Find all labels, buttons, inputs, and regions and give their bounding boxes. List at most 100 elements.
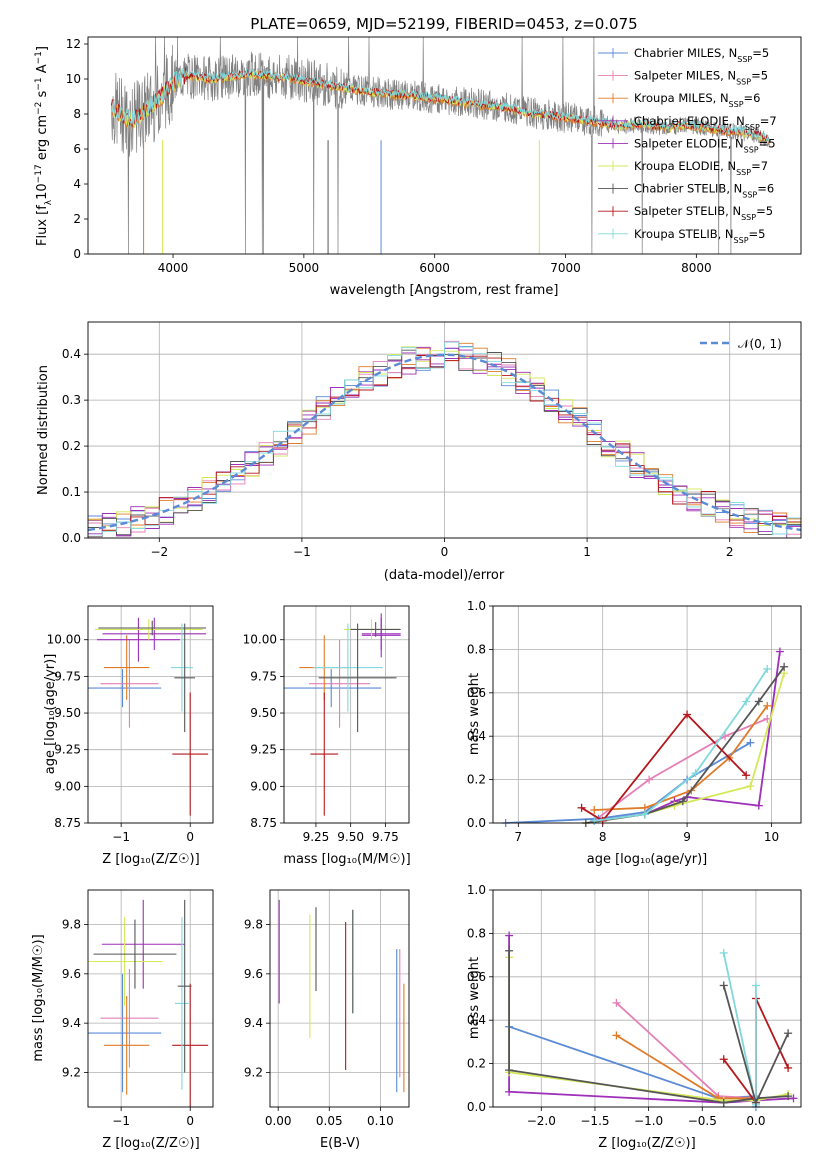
mass-weight-line bbox=[581, 713, 747, 822]
y-tick-label: 0.4 bbox=[467, 729, 486, 743]
y-tick-label: 2 bbox=[73, 212, 81, 226]
x-axis-label: mass [log₁₀(M/M☉)] bbox=[283, 852, 410, 867]
spectrum-data-line bbox=[111, 37, 770, 254]
y-tick-label: 9.8 bbox=[244, 918, 263, 932]
x-tick-label: 7 bbox=[514, 830, 522, 844]
y-tick-label: 9.4 bbox=[62, 1016, 81, 1030]
x-axis-label: (data-model)/error bbox=[384, 568, 505, 583]
legend-label-nssp: =5 bbox=[752, 46, 769, 60]
legend-label-name: Kroupa MILES, N bbox=[634, 91, 729, 105]
x-axis-label: Z [log₁₀(Z/Z☉)] bbox=[598, 1136, 695, 1151]
mass-weight-line bbox=[593, 717, 768, 822]
y-tick-label: 9.2 bbox=[244, 1065, 263, 1079]
legend-label-sub: SSP bbox=[741, 213, 756, 222]
mass-weight-line bbox=[615, 1002, 756, 1100]
y-tick-label: 0.0 bbox=[467, 816, 486, 830]
legend-label-name: Salpeter MILES, N bbox=[634, 69, 736, 83]
legend-label-name: Chabrier MILES, N bbox=[634, 46, 737, 60]
y-tick-label: 9.6 bbox=[244, 967, 263, 981]
legend-label-sub: SSP bbox=[737, 55, 752, 64]
mass-weight-line bbox=[585, 673, 785, 823]
legend-label: Salpeter MILES, NSSP=5 bbox=[634, 69, 768, 87]
legend-label: Chabrier MILES, NSSP=5 bbox=[634, 46, 769, 64]
y-tick-label: 0.3 bbox=[62, 393, 81, 407]
legend-label-nssp: =5 bbox=[751, 69, 768, 83]
y-axis-label-part: erg cm bbox=[35, 115, 50, 164]
y-tick-label: 9.75 bbox=[250, 669, 277, 683]
y-axis-label-part: −1 bbox=[34, 51, 44, 64]
y-axis-label: age [log₁₀(age/yr)] bbox=[43, 654, 58, 775]
y-axis-label-part: s bbox=[35, 90, 50, 101]
y-tick-label: 9.75 bbox=[54, 669, 81, 683]
legend-label-nssp: =5 bbox=[749, 227, 766, 241]
x-tick-label: 9.75 bbox=[372, 830, 399, 844]
y-tick-label: 9.50 bbox=[54, 706, 81, 720]
x-tick-label: 9 bbox=[683, 830, 691, 844]
y-tick-label: 8 bbox=[73, 107, 81, 121]
axes-frame bbox=[492, 605, 802, 824]
y-tick-label: 6 bbox=[73, 142, 81, 156]
x-tick-label: −1 bbox=[293, 545, 311, 559]
y-axis-label-part: A bbox=[35, 64, 50, 77]
legend-label: Kroupa ELODIE, NSSP=7 bbox=[634, 159, 768, 177]
y-axis-label-part: λ bbox=[44, 199, 54, 205]
y-tick-label: 0 bbox=[73, 247, 81, 261]
legend-label-nssp: =5 bbox=[759, 136, 776, 150]
y-tick-label: 0.6 bbox=[467, 970, 486, 984]
y-axis-label-part: −1 bbox=[34, 77, 44, 90]
y-tick-label: 0.4 bbox=[62, 347, 81, 361]
legend-label-nssp: =7 bbox=[760, 114, 777, 128]
y-axis-label-part: 10 bbox=[35, 183, 50, 200]
x-tick-label: 0 bbox=[186, 830, 194, 844]
legend-label: 𝒩(0, 1) bbox=[738, 337, 782, 351]
axes-frame bbox=[283, 605, 410, 824]
axes-frame bbox=[492, 889, 802, 1108]
x-tick-label: 0 bbox=[441, 545, 449, 559]
legend-label: Kroupa MILES, NSSP=6 bbox=[634, 91, 760, 109]
y-tick-label: 8.75 bbox=[54, 816, 81, 830]
x-tick-label: −1 bbox=[112, 1114, 130, 1128]
legend-label-nssp: =7 bbox=[751, 159, 768, 173]
plot-layer: 4000 5000 6000 7000 8000024681012wavelength … bbox=[31, 36, 802, 1151]
y-tick-label: 0.2 bbox=[62, 439, 81, 453]
y-tick-label: 0.8 bbox=[467, 926, 486, 940]
x-tick-label: 0.00 bbox=[265, 1114, 292, 1128]
legend-label-sub: SSP bbox=[742, 190, 757, 199]
x-axis-label: Z [log₁₀(Z/Z☉)] bbox=[102, 1136, 199, 1151]
y-tick-label: 9.8 bbox=[62, 918, 81, 932]
legend-label-name: Salpeter STELIB, N bbox=[634, 204, 741, 218]
normal-curve bbox=[88, 353, 801, 532]
y-tick-label: 0.4 bbox=[467, 1013, 486, 1027]
legend-label: Salpeter STELIB, NSSP=5 bbox=[634, 204, 773, 222]
y-tick-label: 0.0 bbox=[62, 531, 81, 545]
y-tick-label: 0.2 bbox=[467, 773, 486, 787]
x-axis-label: wavelength [Angstrom, rest frame] bbox=[330, 283, 559, 298]
y-axis-label-part: Flux [f bbox=[35, 205, 50, 246]
y-tick-label: 1.0 bbox=[467, 883, 486, 897]
legend-label-name: Chabrier ELODIE, N bbox=[634, 114, 745, 128]
legend-label: Chabrier STELIB, NSSP=6 bbox=[634, 182, 774, 200]
x-tick-label: 8000 bbox=[681, 261, 712, 275]
y-tick-label: 10.00 bbox=[243, 633, 277, 647]
axes-frame bbox=[87, 36, 802, 255]
x-tick-label: 0.10 bbox=[367, 1114, 394, 1128]
y-tick-label: 10.00 bbox=[47, 633, 81, 647]
y-tick-label: 9.00 bbox=[250, 779, 277, 793]
y-axis-label-part: −17 bbox=[34, 164, 44, 183]
x-tick-label: 0.05 bbox=[316, 1114, 343, 1128]
x-axis-label: Z [log₁₀(Z/Z☉)] bbox=[102, 852, 199, 867]
y-axis-label-part: −2 bbox=[34, 102, 44, 115]
legend-label-nssp: =5 bbox=[756, 204, 773, 218]
legend-label-nssp: =6 bbox=[757, 182, 774, 196]
legend-label-name: Chabrier STELIB, N bbox=[634, 182, 742, 196]
y-tick-label: 9.25 bbox=[54, 743, 81, 757]
x-axis-label: E(B-V) bbox=[320, 1136, 360, 1151]
legend-label-sub: SSP bbox=[736, 77, 751, 86]
y-tick-label: 0.1 bbox=[62, 485, 81, 499]
spectrum-model-line bbox=[111, 67, 770, 142]
y-tick-label: 9.25 bbox=[250, 743, 277, 757]
y-tick-label: 8.75 bbox=[250, 816, 277, 830]
x-tick-label: 8 bbox=[599, 830, 607, 844]
x-tick-label: −2 bbox=[150, 545, 168, 559]
